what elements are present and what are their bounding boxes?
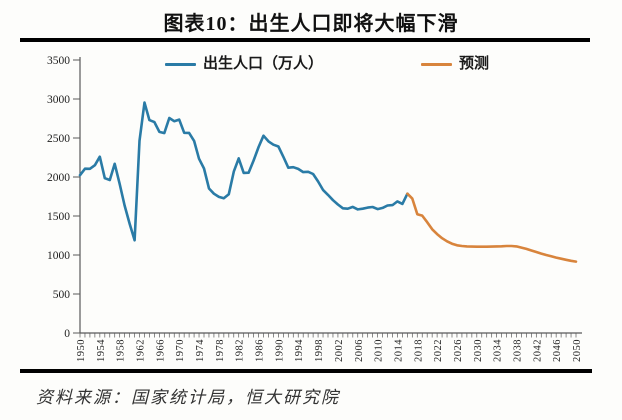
svg-text:2030: 2030	[473, 339, 484, 362]
svg-text:1962: 1962	[136, 339, 147, 362]
svg-text:1500: 1500	[47, 211, 70, 223]
legend-line-blue-icon	[165, 62, 196, 66]
svg-text:1986: 1986	[255, 339, 266, 362]
svg-text:0: 0	[64, 328, 70, 340]
svg-text:2050: 2050	[572, 339, 583, 362]
svg-text:3000: 3000	[47, 94, 70, 106]
svg-text:1950: 1950	[76, 339, 87, 362]
svg-text:2500: 2500	[47, 133, 70, 145]
svg-text:500: 500	[53, 289, 71, 301]
footer-divider	[20, 369, 592, 373]
svg-text:1970: 1970	[175, 339, 186, 362]
svg-text:1974: 1974	[195, 339, 206, 362]
svg-text:1982: 1982	[235, 339, 246, 362]
svg-text:3500: 3500	[47, 55, 70, 67]
svg-text:1998: 1998	[314, 339, 325, 362]
legend-item-birth: 出生人口（万人）	[165, 56, 323, 72]
svg-text:2026: 2026	[453, 339, 464, 362]
svg-text:1966: 1966	[155, 339, 166, 362]
svg-text:1994: 1994	[294, 339, 305, 362]
svg-text:2006: 2006	[354, 339, 365, 362]
svg-text:2000: 2000	[47, 172, 70, 184]
svg-text:1990: 1990	[274, 339, 285, 362]
svg-text:2002: 2002	[334, 339, 345, 362]
svg-text:2022: 2022	[433, 339, 444, 362]
svg-text:2018: 2018	[413, 339, 424, 362]
legend-line-orange-icon	[421, 62, 452, 66]
svg-text:1954: 1954	[96, 339, 107, 362]
svg-text:2014: 2014	[393, 339, 404, 362]
svg-text:1958: 1958	[116, 339, 127, 362]
source-note: 资料来源：国家统计局，恒大研究院	[36, 388, 340, 407]
title-divider	[20, 38, 590, 42]
svg-text:2042: 2042	[532, 339, 543, 362]
svg-text:1978: 1978	[215, 339, 226, 362]
svg-text:2038: 2038	[512, 339, 523, 362]
legend-item-forecast: 预测	[421, 56, 489, 72]
legend-label-birth: 出生人口（万人）	[203, 56, 324, 72]
svg-text:2046: 2046	[552, 339, 563, 362]
svg-text:2034: 2034	[493, 339, 504, 362]
legend-label-forecast: 预测	[459, 56, 490, 72]
svg-text:2010: 2010	[374, 339, 385, 362]
svg-text:1000: 1000	[47, 250, 70, 262]
chart-title: 图表10：出生人口即将大幅下滑	[163, 13, 459, 35]
